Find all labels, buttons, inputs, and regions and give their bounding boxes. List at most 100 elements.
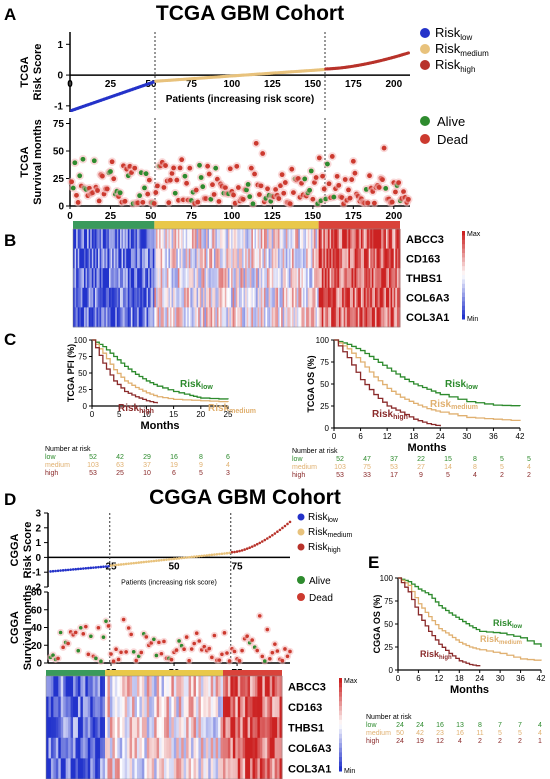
heat-cell — [220, 229, 223, 249]
heat-cell — [196, 248, 199, 269]
heat-cell — [212, 229, 215, 249]
tcga-title: TCGA GBM Cohort — [156, 2, 344, 25]
gene-label: COL3A1 — [406, 312, 449, 324]
heat-cell — [282, 307, 285, 328]
survival-point-dead — [162, 639, 166, 644]
heat-cell — [185, 307, 188, 328]
heat-cell — [173, 676, 177, 697]
heat-cell — [178, 696, 182, 718]
color-key-step — [462, 261, 465, 267]
heat-cell — [229, 229, 232, 249]
heat-cell — [188, 287, 191, 308]
survival-point-dead — [346, 187, 351, 193]
heat-cell — [173, 307, 176, 328]
heat-cell — [360, 248, 363, 269]
heat-cell — [176, 717, 180, 739]
heat-cell — [58, 737, 62, 759]
heat-cell — [337, 229, 340, 249]
heat-cell — [105, 676, 108, 697]
heat-cell — [129, 676, 133, 697]
heat-cell — [124, 758, 128, 779]
heat-cell — [296, 229, 299, 249]
heat-cell — [146, 307, 149, 328]
heat-cell — [203, 717, 207, 739]
survival-point-alive — [307, 187, 313, 193]
at-risk-row-label: high — [292, 472, 305, 479]
heat-cell — [198, 248, 201, 269]
heat-cell — [163, 229, 166, 249]
heat-cell — [94, 229, 97, 249]
heat-cell — [277, 229, 281, 249]
heat-cell — [70, 758, 74, 779]
heat-cell — [323, 268, 326, 289]
risk-point-low — [87, 566, 90, 570]
heat-cell — [392, 248, 395, 269]
cgga-title: CGGA GBM Cohort — [149, 486, 341, 509]
heat-cell — [306, 229, 309, 249]
heat-cell — [306, 287, 309, 308]
heat-cell — [213, 268, 216, 289]
heat-cell — [328, 268, 331, 289]
heat-cell — [184, 307, 187, 328]
heat-cell — [135, 287, 138, 308]
group-bar-medium — [154, 221, 319, 229]
heat-cell — [227, 229, 230, 249]
heat-cell — [288, 229, 291, 249]
heat-cell — [134, 676, 138, 697]
heat-cell — [235, 676, 239, 697]
heat-cell — [97, 676, 101, 697]
heatmap-frame — [45, 675, 283, 779]
survival-point-dead — [347, 195, 353, 201]
heat-cell — [77, 248, 80, 269]
x-tick-label: 50 — [168, 561, 180, 572]
heat-cell — [203, 696, 207, 718]
heat-cell — [101, 248, 104, 269]
risk-point-medium — [208, 553, 211, 557]
heat-cell — [82, 268, 85, 289]
heat-cell — [119, 287, 123, 308]
risk-point-high — [283, 524, 287, 528]
heat-cell — [298, 268, 301, 289]
heat-cell — [396, 287, 399, 308]
heat-cell — [343, 287, 346, 308]
heat-cell — [146, 758, 150, 779]
heat-cell — [287, 287, 290, 308]
heat-cell — [213, 307, 216, 328]
heat-cell — [151, 287, 154, 308]
heat-cell — [265, 307, 268, 328]
survival-point-dead — [396, 180, 402, 186]
heat-cell — [354, 229, 357, 249]
color-key-step — [339, 733, 342, 739]
heat-cell — [254, 676, 258, 697]
heat-cell — [387, 229, 390, 249]
heat-cell — [176, 758, 180, 779]
risk-point-medium — [134, 561, 138, 565]
survival-point-alive — [143, 171, 149, 177]
heat-cell — [90, 737, 94, 759]
heat-cell — [112, 248, 115, 269]
km-curve-high — [334, 339, 441, 427]
heat-cell — [207, 268, 210, 289]
heat-cell — [162, 229, 165, 249]
y-tick-label: 75 — [320, 358, 329, 367]
heat-cell — [135, 307, 138, 328]
x-tick-label: 25 — [105, 211, 117, 222]
risk-point-medium — [180, 556, 183, 560]
heat-cell — [213, 717, 217, 739]
x-tick-label: 12 — [434, 674, 443, 683]
heat-cell — [170, 287, 173, 308]
heat-cell — [246, 287, 249, 308]
heat-cell — [198, 676, 202, 697]
survival-point-dead — [273, 642, 277, 646]
heat-cell — [224, 229, 227, 249]
survival-point-dead — [352, 170, 358, 176]
survival-point-alive — [117, 190, 123, 196]
heat-cell — [368, 248, 371, 269]
at-risk-value: 16 — [456, 730, 464, 737]
heat-cell — [151, 696, 155, 718]
heat-cell — [87, 676, 91, 697]
heat-cell — [295, 248, 298, 269]
at-risk-value: 52 — [336, 456, 344, 463]
heat-cell — [237, 248, 240, 269]
survival-point-dead — [273, 187, 279, 192]
